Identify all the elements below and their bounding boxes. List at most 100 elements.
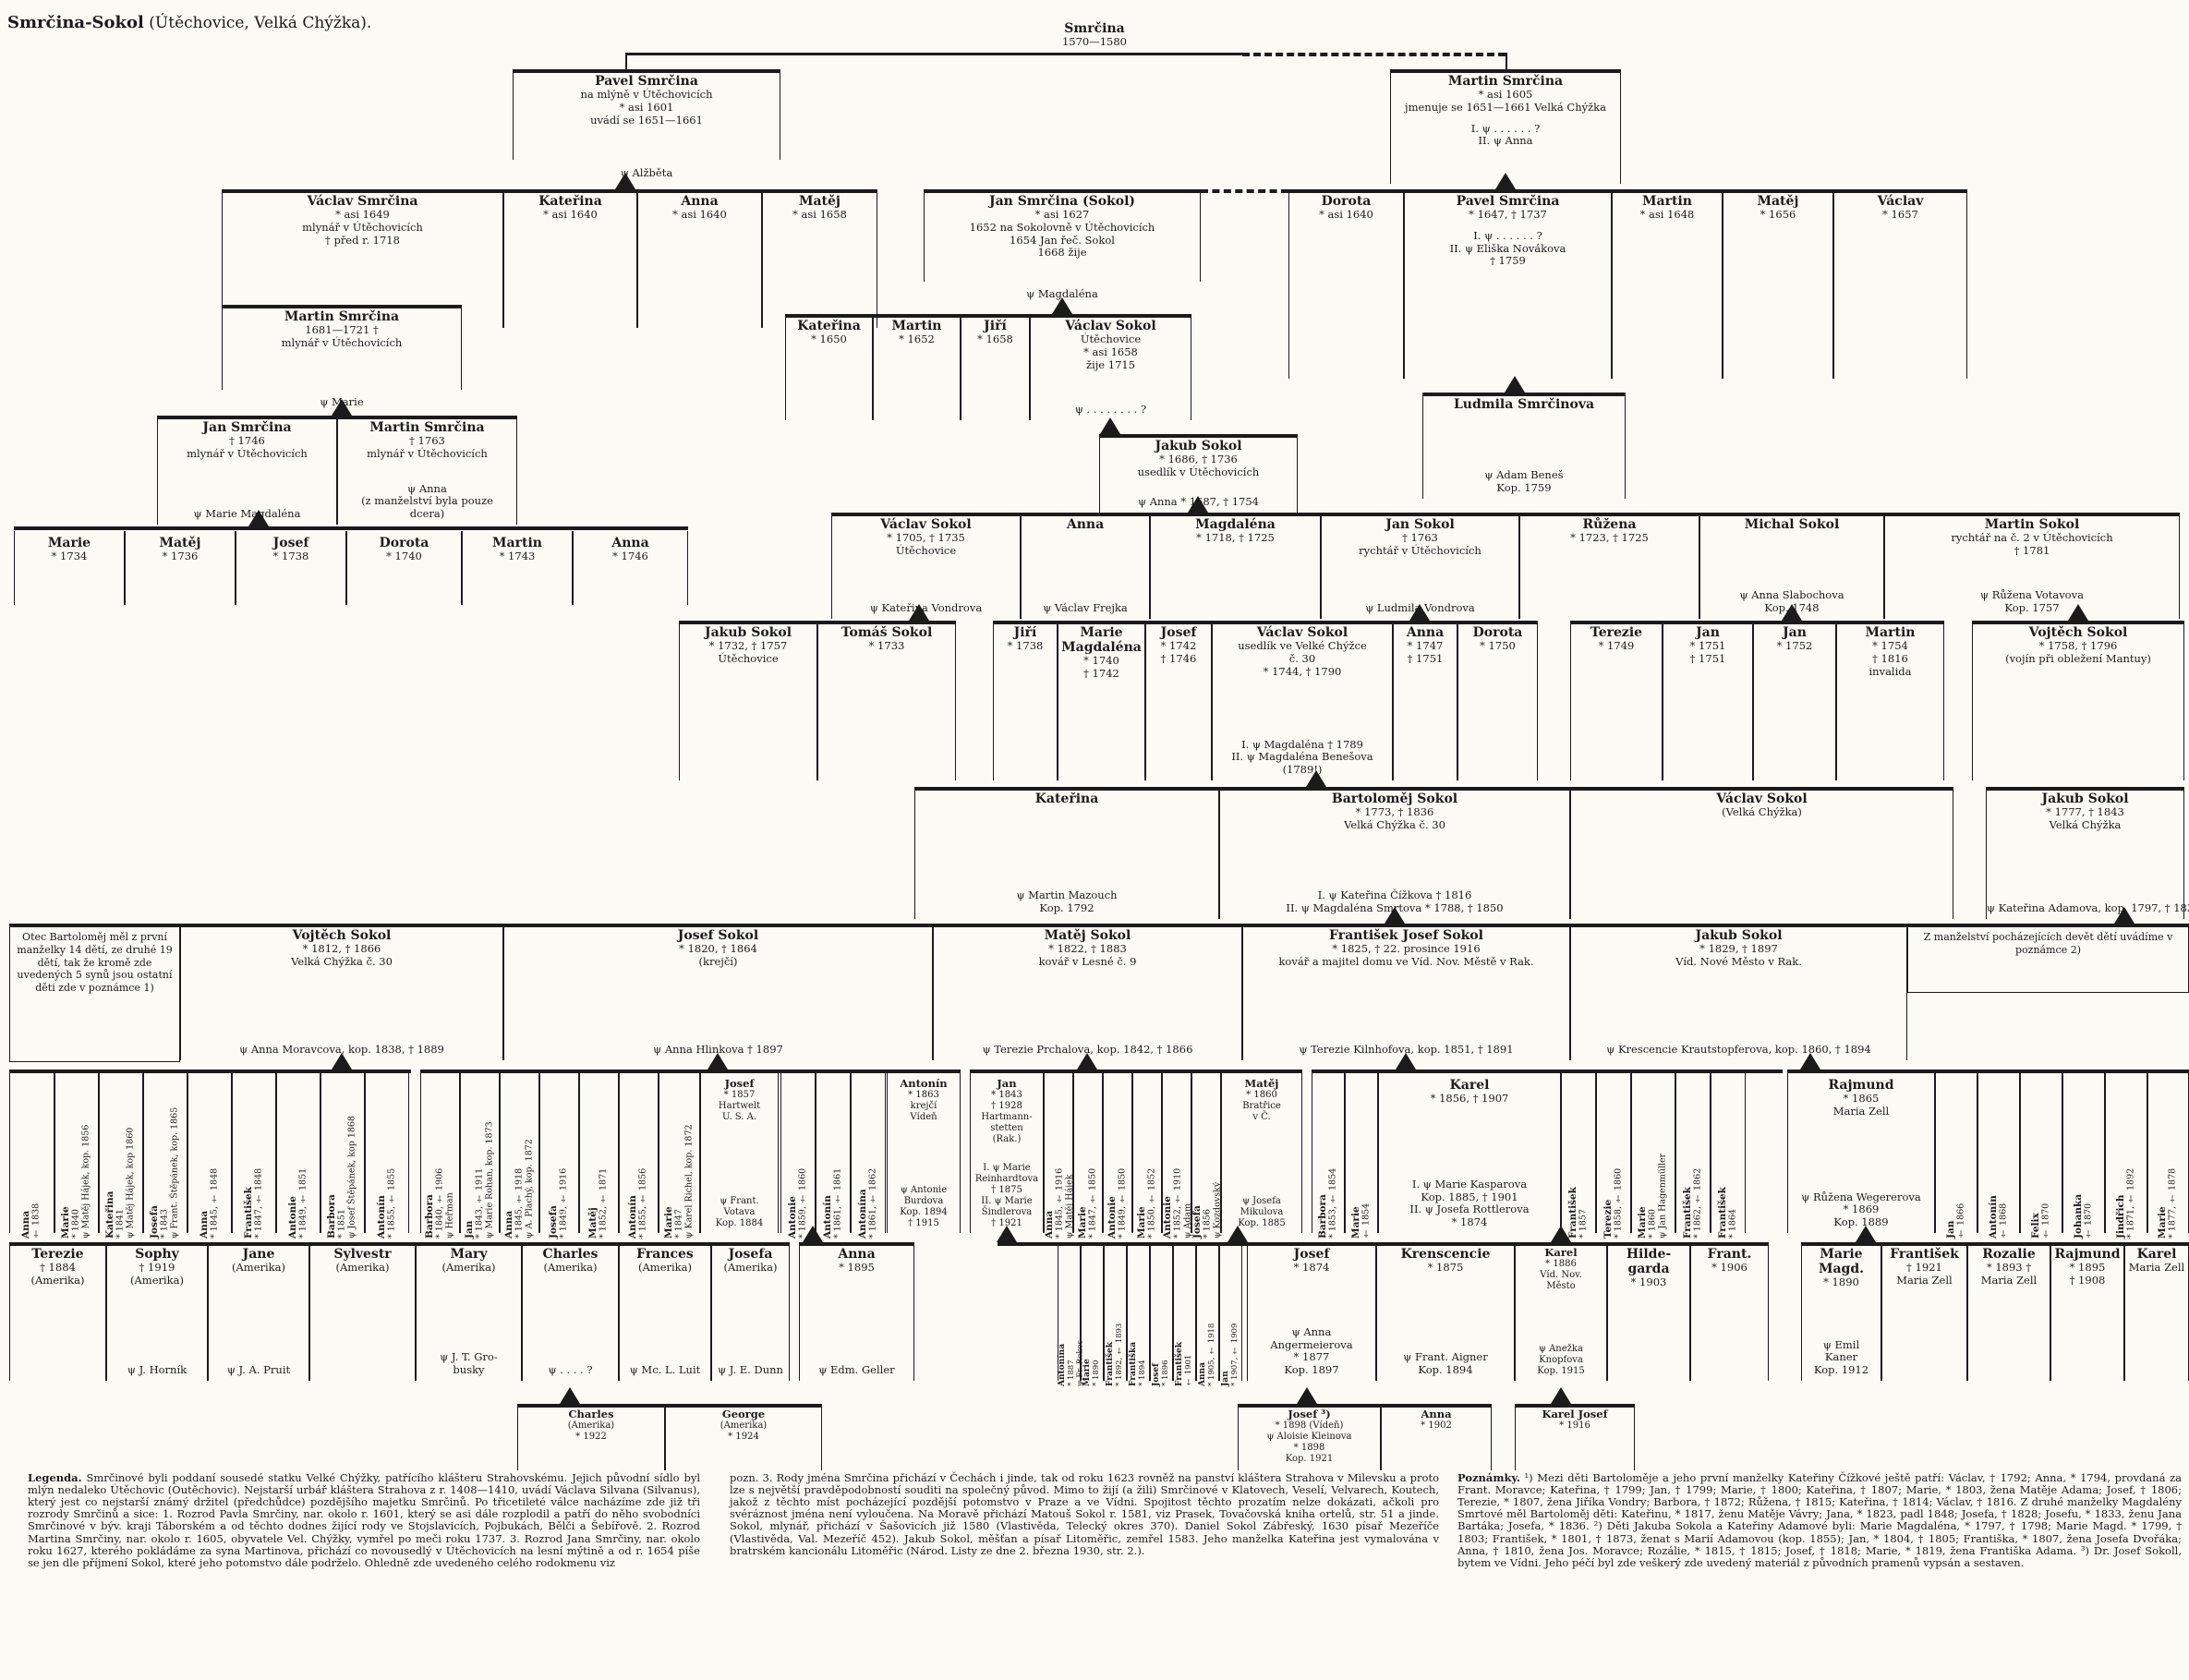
sibling-bar	[970, 1070, 1302, 1073]
josef-1742: Josef * 1742 † 1746	[1145, 621, 1212, 780]
martin-1743: Martin * 1743	[462, 531, 573, 605]
bartolomej-sokol-1773: Bartoloměj Sokol * 1773, † 1836 Velká Chýž…	[1219, 787, 1570, 919]
rot-antonin-1861: Antonín * 1861, † 1861	[816, 1073, 851, 1239]
josef-1857-hartwelt-spouse: ψ Frant. Votava Kop. 1884	[715, 1196, 764, 1228]
uncertain-link-dash	[1201, 189, 1288, 193]
sibling-bar	[1515, 1242, 1769, 1246]
karel-josef-1916: Karel Josef * 1916	[1515, 1404, 1635, 1470]
root-smrcina: Smrčina 1570—1580	[1061, 21, 1128, 49]
descent-marker-icon	[2068, 604, 2088, 621]
legend-paragraph: Legenda. Smrčinové byli poddaní sousedé …	[28, 1471, 700, 1569]
sibling-bar	[1972, 621, 2184, 624]
karel-1886: Karel * 1886 Víd. Nov. Město ψ Anežka Knopfov…	[1515, 1242, 1607, 1381]
descent-marker-icon	[1385, 907, 1405, 924]
marie-magd-1890-spouse: ψ Emil Kaner Kop. 1912	[1813, 1337, 1869, 1377]
rot-anna-1845: Anna * 1845, † 1848	[187, 1073, 232, 1239]
matej-1658: Matěj * asi 1658	[762, 189, 877, 328]
krenscencie-1875: Krenscencie * 1875 ψ Frant. Aigner Kop. 189…	[1376, 1242, 1515, 1381]
rot-antonie-1852: Antonie * 1852, † 1910 ψ Adam	[1162, 1073, 1192, 1239]
martin-sokol-1781-spouse: ψ Růžena Votavova Kop. 1757	[1980, 588, 2084, 615]
sibling-bar	[1288, 189, 1967, 193]
josef-1857-hartwelt: Josef * 1857 Hartwelt U. S. A. ψ Frant. Votav…	[700, 1073, 779, 1233]
anna-frejka: Anna ψ Václav Frejka	[1021, 513, 1150, 619]
sibling-bar	[222, 305, 462, 308]
sibling-bar	[1570, 621, 1944, 624]
jan-smrcina-sokol: Jan Smrčina (Sokol) * asi 1627 1652 na Sok…	[924, 189, 1201, 282]
descent-marker-icon	[1856, 1226, 1876, 1242]
josef-sokol-1820: Josef Sokol * 1820, † 1864 (krejčí) ψ Anna …	[503, 924, 933, 1060]
descent-marker-icon	[909, 604, 929, 621]
rot-marie-1847: Marie * 1847 ψ Karel Richel, kop. 1872	[659, 1073, 700, 1239]
jane-amerika: Jane (Amerika) ψ J. A. Pruit	[208, 1242, 309, 1381]
sibling-bar	[1312, 1070, 1783, 1073]
dorota-1750: Dorota * 1750	[1457, 621, 1538, 780]
martin-smrcina-1763: Martin Smrčina † 1763 mlynář v Útěchovicíc…	[337, 416, 517, 525]
sibling-bar	[831, 513, 2180, 516]
anna-1747: Anna * 1747 † 1751	[1393, 621, 1457, 780]
rot-marie-1847b: Marie * 1847, † 1850	[1073, 1073, 1103, 1239]
matej-1860-bratrice-spouse: ψ Josefa Mikulova Kop. 1885	[1238, 1196, 1286, 1228]
tomas-sokol-1733: Tomáš Sokol * 1733	[817, 621, 956, 780]
descent-marker-icon	[332, 399, 352, 416]
sibling-bar	[1787, 1070, 2189, 1073]
jan-smrcina-1746: Jan Smrčina † 1746 mlynář v Útěchovicích ψ …	[157, 416, 337, 525]
sibling-bar	[9, 1242, 790, 1246]
rot-antonin-1855b: Antonín * 1855, † 1856	[619, 1073, 659, 1239]
rot-antonina-1861: Antonína * 1861, † 1862	[851, 1073, 886, 1239]
sp-alzbeta: ψ Alžběta	[620, 166, 673, 179]
jakub-sokol-1686-spouse: ψ Anna * 1687, † 1754	[1138, 495, 1259, 509]
josef-1898-viden: Josef ³) * 1898 (Vídeň) ψ Aloisie Kleinova…	[1238, 1404, 1381, 1470]
sibling-bar	[1801, 1242, 2189, 1246]
bartolomej-sokol-1773-spouse: I. ψ Kateřina Čížkova † 1816 II. ψ Magdal…	[1286, 888, 1504, 915]
rot-josefa-1843: Josefa * 1843 ψ Frant. Štěpánek, kop. 1865	[143, 1073, 187, 1239]
rot-terezie-1858: Terezie * 1858, † 1860	[1596, 1073, 1631, 1239]
vaclav-sokol-utechovice-spouse: ψ . . . . . . . . ?	[1074, 403, 1147, 417]
connector-line	[1506, 53, 1507, 69]
sibling-bar	[517, 1404, 822, 1408]
terezie-1749: Terezie * 1749	[1570, 621, 1663, 780]
rot-frantisek-1864: František * 1864	[1711, 1073, 1746, 1239]
anna-frejka-spouse: ψ Václav Frejka	[1043, 601, 1128, 615]
anna-1746: Anna * 1746	[573, 531, 688, 605]
sibling-bar	[513, 69, 780, 73]
jan-sokol-1763: Jan Sokol † 1763 rychtář v Útěchovicích ψ L…	[1321, 513, 1519, 619]
rot-barbora-1853: Barbora * 1853, † 1854	[1312, 1073, 1345, 1239]
charles-amerika-spouse: ψ . . . . ?	[548, 1363, 593, 1377]
jan-1752: Jan * 1752	[1753, 621, 1836, 780]
rot-johanka-1870: Johanka † 1870	[2062, 1073, 2105, 1239]
descent-marker-icon	[1188, 496, 1208, 513]
descent-marker-icon	[1551, 1387, 1571, 1404]
sophy-amerika: Sophy † 1919 (Amerika) ψ J. Horník	[106, 1242, 208, 1381]
rot-jan-1866: Jan † 1866	[1935, 1073, 1977, 1239]
dorota-1740: Dorota * 1740	[346, 531, 462, 605]
jakub-sokol-1777: Jakub Sokol * 1777, † 1843 Velká Chýžka ψ K…	[1986, 787, 2189, 919]
sibling-bar	[1390, 69, 1621, 73]
rot-barbora-1851: Barbora * 1851 ψ Josef Štěpánek, kop 1868	[320, 1073, 365, 1239]
marie-magd-1890: Marie Magd. * 1890 ψ Emil Kaner Kop. 1912	[1801, 1242, 1881, 1381]
matej-sokol-1822: Matěj Sokol * 1822, † 1883 kovář v Lesné č…	[933, 924, 1242, 1060]
josefa-amerika-spouse: ψ J. E. Dunn	[718, 1363, 783, 1377]
remarks-body: ¹) Mezi děti Bartoloměje a jeho první ma…	[1457, 1471, 2182, 1569]
descent-marker-icon	[1409, 604, 1430, 621]
matej-1736: Matěj * 1736	[125, 531, 236, 605]
descent-marker-icon	[1505, 376, 1525, 393]
rot-barbora-1840: Barbora * 1840, † 1906 ψ Heřman	[420, 1073, 460, 1239]
antonin-1863-viden: Antonín * 1863 krejčí Vídeň ψ Antonie Burdova…	[887, 1073, 961, 1233]
sp-marie: ψ Marie	[320, 395, 364, 408]
martin-1652: Martin * 1652	[873, 314, 961, 420]
rot-frantisek-1847: František * 1847, † 1848	[232, 1073, 276, 1239]
jakub-sokol-1829-spouse: ψ Krescencie Krautstopferova, kop. 1860,…	[1606, 1043, 1871, 1057]
note-bartolomej-deti: Otec Bartoloměj měl z první manželky 14 …	[9, 924, 180, 1062]
matej-1860-bratrice: Matěj * 1860 Bratřice v Č. ψ Josefa Mikulova K…	[1221, 1073, 1302, 1233]
vaclav-1657: Václav * 1657	[1833, 189, 1967, 379]
chart-title-places: (Útěchovice, Velká Chýžka).	[143, 14, 372, 32]
sibling-bar	[1986, 787, 2184, 791]
vaclav-sokol-velka-chyzka: Václav Sokol (Velká Chýžka)	[1570, 787, 1953, 919]
rot-matej-1852: Matěj * 1852, † 1871	[579, 1073, 619, 1239]
sibling-bar	[1238, 1404, 1492, 1408]
vaclav-sokol-utechovice: Václav Sokol Útěchovice * asi 1658 žije 171…	[1030, 314, 1191, 420]
karel-maria-zell: Karel Maria Zell	[2124, 1242, 2189, 1381]
descent-marker-icon	[997, 1226, 1017, 1242]
frantisek-josef-sokol-1825-spouse: ψ Terezie Kilnhofova, kop. 1851, † 1891	[1299, 1043, 1514, 1057]
karel-1856-spouse: I. ψ Marie Kasparova Kop. 1885, † 1901 II.…	[1409, 1177, 1530, 1229]
